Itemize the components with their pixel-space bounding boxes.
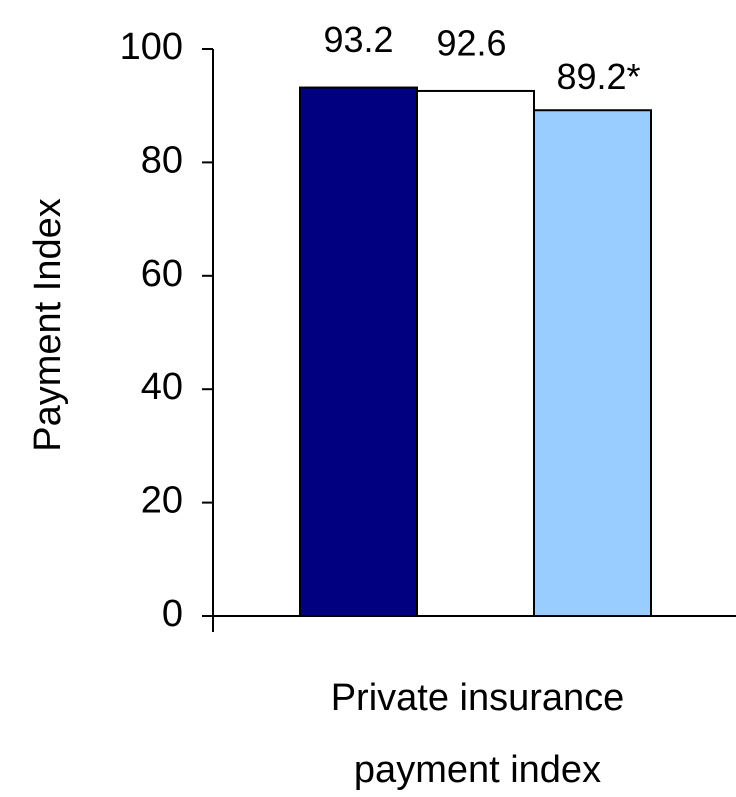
data-label: 89.2* (556, 56, 640, 97)
y-tick-label: 0 (162, 593, 183, 635)
y-axis: 0 20 40 60 80 100 (120, 26, 214, 635)
bar (416, 89, 535, 617)
data-labels: 93.2 92.6 89.2* (323, 19, 640, 97)
y-tick-label: 60 (141, 253, 183, 295)
bars (299, 86, 652, 618)
bar (533, 109, 652, 618)
category-label-line: Private insurance (331, 677, 625, 719)
x-axis (212, 615, 736, 632)
data-label: 93.2 (323, 19, 393, 60)
y-tick-label: 20 (141, 480, 183, 522)
y-tick-label: 100 (120, 26, 183, 68)
data-label: 92.6 (436, 22, 506, 63)
y-tick-label: 80 (141, 139, 183, 181)
bar (299, 86, 418, 617)
y-axis-title: Payment Index (27, 198, 69, 451)
y-tick-label: 40 (141, 366, 183, 408)
category-labels: Private insurance payment index (331, 677, 625, 791)
category-label-line: payment index (354, 749, 601, 791)
